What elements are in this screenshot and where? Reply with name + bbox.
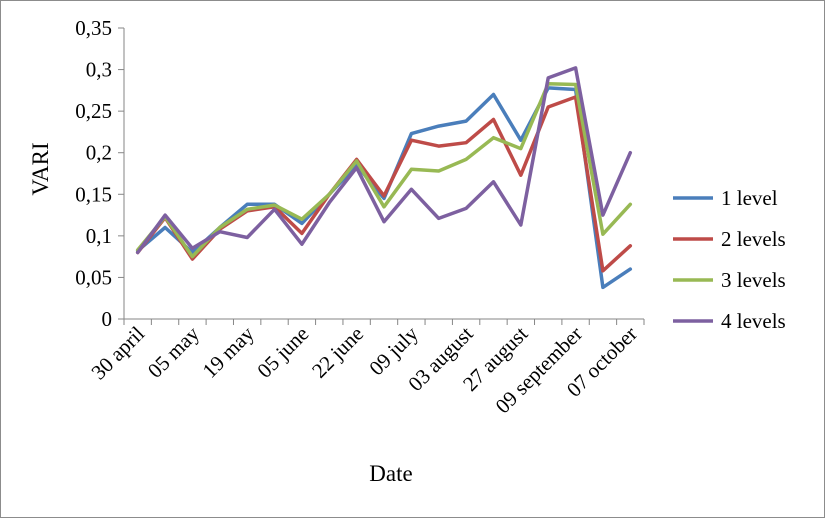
y-tick-label: 0,2	[86, 141, 112, 165]
x-tick-label: 19 may	[198, 321, 259, 382]
legend-label: 4 levels	[721, 309, 786, 333]
x-tick-label: 22 june	[307, 322, 368, 383]
legend: 1 level 2 levels 3 levels 4 levels	[673, 186, 786, 333]
y-tick-label: 0,25	[75, 99, 112, 123]
series-lines	[135, 66, 633, 290]
series-line	[135, 81, 633, 259]
series-line	[135, 86, 633, 290]
x-tick-label: 30 april	[86, 321, 149, 384]
x-tick-label: 05 may	[143, 321, 204, 382]
y-tick-label: 0,3	[86, 58, 112, 82]
legend-label: 1 level	[721, 186, 778, 210]
series-line	[135, 66, 633, 255]
y-tick-label: 0,05	[75, 265, 112, 289]
x-axis-title: Date	[369, 461, 412, 486]
y-tick-label: 0,15	[75, 182, 112, 206]
legend-label: 3 levels	[721, 268, 786, 292]
y-axis-title: VARI	[28, 142, 53, 195]
series-line	[135, 95, 633, 273]
legend-label: 2 levels	[721, 227, 786, 251]
y-tick-label: 0	[102, 307, 113, 331]
x-tick-label: 05 june	[252, 322, 313, 383]
y-tick-label: 0,1	[86, 224, 112, 248]
y-tick-label: 0,35	[75, 16, 112, 40]
